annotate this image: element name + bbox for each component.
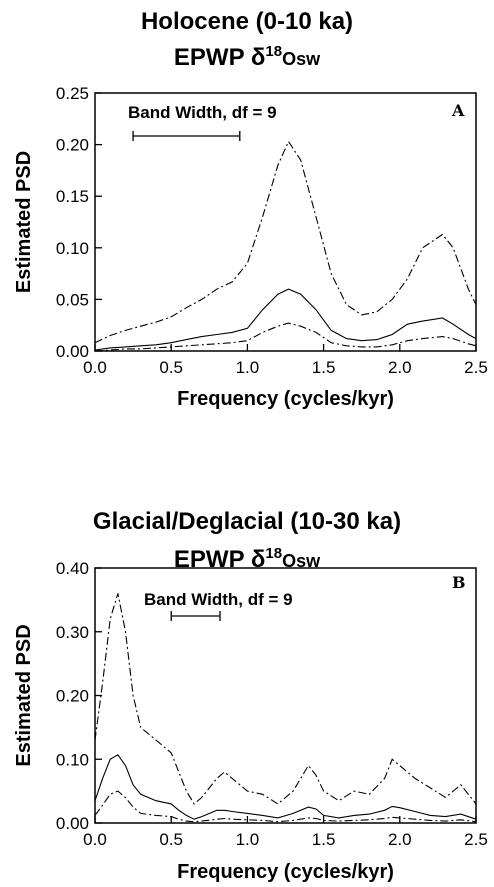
y-tick-label: 0.00 [56,342,89,361]
x-tick-label: 1.5 [312,830,336,849]
series-line-3 [94,322,477,352]
y-tick-label: 0.20 [56,136,89,155]
x-tick-label: 1.5 [312,358,336,377]
x-tick-label: 0.0 [83,358,107,377]
x-tick-label: 0.5 [159,358,183,377]
x-tick-label: 2.5 [464,358,488,377]
plot-frame [94,92,477,352]
x-tick-label: 1.0 [236,830,260,849]
x-tick-label: 1.0 [236,358,260,377]
chart-title: Holocene (0-10 ka) [140,8,354,35]
chart-svg-b: 0.0 0.5 1.0 1.5 2.0 2.5 0.00 0.10 0.20 0.30 0.40 Fr… [13,559,488,883]
chart-subtitle: EPWP δ18Osw [0,38,494,73]
y-tick-label: 0.05 [56,290,89,309]
x-axis-label: Frequency (cycles/kyr) [177,861,394,883]
x-tick-label: 2.0 [388,358,412,377]
x-axis-label: Frequency (cycles/kyr) [177,388,394,410]
y-tick-label: 0.20 [56,687,89,706]
bandwidth-label: Band Width, df = 9 [128,103,277,122]
x-tick-label: 2.0 [388,830,412,849]
y-tick-label: 0.30 [56,623,89,642]
x-tick-label: 0.0 [83,830,107,849]
y-tick-label: 0.10 [56,239,89,258]
series-line-3 [94,790,477,823]
series-line-1 [94,593,477,805]
y-axis-label: Estimated PSD [13,624,35,766]
series-line-2 [94,754,477,820]
series-line-1 [94,140,477,344]
subtitle-superscript: 18 [265,545,283,562]
bandwidth-label: Band Width, df = 9 [144,590,293,609]
subtitle-subscript: Osw [282,49,321,69]
subtitle-superscript: 18 [265,43,283,60]
chart-panel-b: Glacial/Deglacial (10-30 ka) EPWP δ18Osw… [0,470,494,887]
panel-label: A [451,101,465,120]
series-line-2 [94,288,477,351]
x-tick-label: 0.5 [159,830,183,849]
chart-title: Glacial/Deglacial (10-30 ka) [92,508,402,535]
y-tick-label: 0.15 [56,187,89,206]
y-tick-label: 0.00 [56,814,89,833]
y-tick-label: 0.25 [56,84,89,103]
chart-panel-a: Holocene (0-10 ka) EPWP δ18Osw 0.0 0.5 1.0… [0,0,494,430]
subtitle-text: EPWP δ [173,44,266,71]
panel-label: B [452,573,466,592]
subtitle-subscript: Osw [282,551,321,571]
x-tick-label: 2.5 [464,830,488,849]
y-tick-label: 0.10 [56,750,89,769]
y-tick-label: 0.40 [56,559,89,578]
chart-svg-a: 0.0 0.5 1.0 1.5 2.0 2.5 0.00 0.05 0.10 0.15 0.20 0.… [13,84,488,410]
y-axis-label: Estimated PSD [13,151,35,293]
